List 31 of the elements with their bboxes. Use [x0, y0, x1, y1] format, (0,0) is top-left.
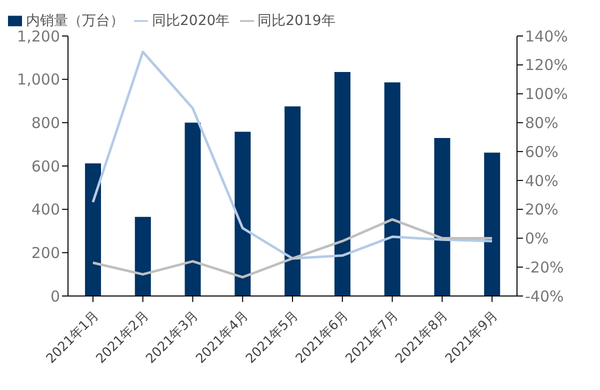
line-series: [92, 50, 494, 260]
y2-tick-label: 0%: [525, 230, 549, 248]
y-tick-label: 800: [31, 114, 60, 132]
bar: [134, 216, 151, 296]
y-tick-label: 200: [31, 244, 60, 262]
y-tick-label: 0: [50, 287, 60, 306]
bar: [484, 152, 500, 296]
y-tick-label: 1,000: [17, 70, 60, 89]
y-tick-label: 600: [31, 157, 60, 176]
bar: [284, 106, 301, 296]
legend-label: 同比2020年: [152, 13, 230, 29]
bar: [334, 72, 350, 296]
bar: [384, 82, 400, 296]
y2-tick-label: 40%: [525, 172, 558, 190]
legend-label: 同比2019年: [258, 13, 336, 29]
y-tick-label: 1,200: [17, 27, 60, 46]
bar: [85, 163, 101, 296]
y2-tick-label: 20%: [525, 200, 558, 219]
line-series: [92, 218, 494, 278]
y2-tick-label: 60%: [525, 142, 558, 161]
y2-tick-label: -20%: [525, 258, 564, 276]
y2-tick-label: 100%: [525, 85, 568, 104]
bar: [234, 132, 251, 296]
y2-tick-label: 120%: [525, 56, 568, 74]
y2-tick-label: 140%: [525, 27, 568, 46]
legend-label: 内销量（万台）: [26, 13, 124, 29]
bar: [434, 138, 450, 296]
bar: [184, 122, 201, 296]
y2-tick-label: 80%: [525, 114, 558, 132]
y2-tick-label: -40%: [525, 287, 564, 306]
y-tick-label: 400: [31, 200, 60, 219]
